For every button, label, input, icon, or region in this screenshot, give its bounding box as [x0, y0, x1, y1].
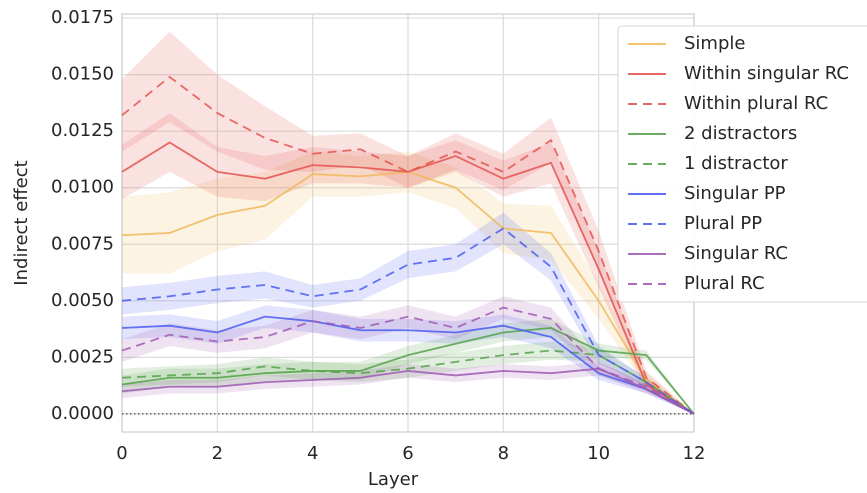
legend-label: 1 distractor: [684, 153, 788, 174]
legend-label: Singular RC: [684, 243, 788, 264]
x-tick-label: 4: [307, 443, 318, 464]
x-axis-label: Layer: [368, 469, 419, 490]
x-tick-label: 8: [498, 443, 509, 464]
legend-label: Plural PP: [684, 213, 762, 234]
confidence-band: [122, 31, 694, 414]
y-tick-label: 0.0075: [51, 233, 114, 254]
y-tick-label: 0.0150: [51, 64, 114, 85]
y-tick-label: 0.0025: [51, 346, 114, 367]
series-line: [121, 227, 695, 415]
confidence-band: [122, 212, 694, 414]
legend-label: Plural RC: [684, 273, 765, 294]
legend-box: [617, 25, 867, 303]
y-tick-label: 0.0125: [51, 120, 114, 141]
confidence-band: [122, 296, 694, 414]
series-line: [121, 349, 695, 415]
legend: Simple Within singular RC Within plural RC…: [617, 25, 867, 303]
confidence-band: [122, 151, 694, 414]
series-line: [121, 75, 695, 415]
series-line: [121, 141, 695, 415]
y-axis-label: Indirect effect: [11, 160, 32, 285]
x-tick-label: 6: [402, 443, 413, 464]
legend-label: Within singular RC: [684, 63, 849, 84]
confidence-band: [122, 361, 694, 414]
x-tick-label: 2: [212, 443, 223, 464]
y-tick-label: 0.0100: [51, 177, 114, 198]
confidence-band: [122, 341, 694, 414]
legend-label: Singular PP: [684, 183, 786, 204]
confidence-band: [122, 305, 694, 414]
x-tick-label: 12: [683, 443, 706, 464]
legend-label: 2 distractors: [684, 123, 797, 144]
confidence-band: [122, 113, 694, 414]
y-tick-label: 0.0050: [51, 290, 114, 311]
x-tick-label: 0: [116, 443, 127, 464]
legend-label: Simple: [684, 33, 745, 54]
series-line: [121, 306, 695, 415]
series-line: [121, 315, 695, 415]
y-tick-label: 0.0000: [51, 403, 114, 424]
x-tick-label: 10: [587, 443, 610, 464]
legend-label: Within plural RC: [684, 93, 828, 114]
y-tick-label: 0.0175: [51, 7, 114, 28]
series-line: [121, 327, 695, 415]
